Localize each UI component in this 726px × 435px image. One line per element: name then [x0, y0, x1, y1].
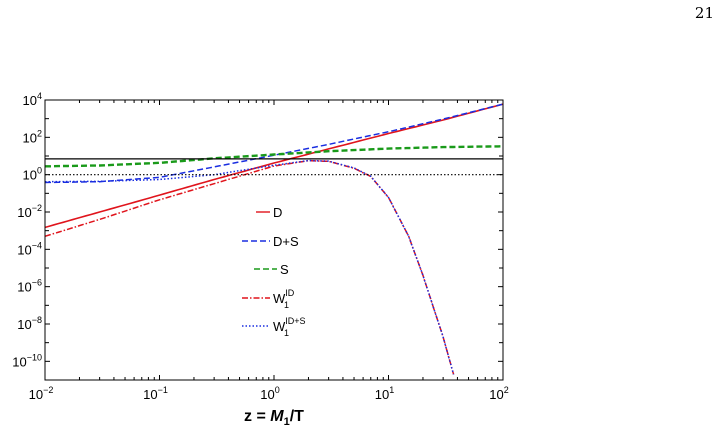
y-tick-base: 10: [17, 205, 31, 220]
y-tick-exponent: 0: [37, 166, 42, 176]
axis-ticks: 10−2 10−1 100 101 10210410210010−210−410−610…: [12, 91, 508, 402]
series-line-d: [45, 103, 503, 229]
y-tick-base: 10: [23, 130, 37, 145]
y-tick-label: 102: [23, 128, 42, 145]
legend-item-d: D: [256, 205, 282, 220]
y-tick-base: 10: [23, 168, 37, 183]
y-tick-base: 10: [23, 93, 37, 108]
x-tick-base: 10: [260, 387, 274, 402]
y-tick-label: 104: [23, 91, 42, 108]
y-tick-exponent: −4: [32, 240, 42, 250]
legend-label-sub: 1: [284, 300, 289, 310]
legend-label-base: S: [280, 262, 289, 277]
x-axis-label-suffix: /T: [290, 408, 304, 425]
x-axis-label-prefix: z =: [244, 408, 270, 425]
legend-label-base: W: [273, 291, 286, 306]
x-tick-exponent: 2: [504, 385, 509, 395]
y-tick-label: 10−2: [17, 203, 42, 220]
y-tick-exponent: 4: [37, 91, 42, 101]
x-tick-base: 10: [375, 387, 389, 402]
series-line-d-s: [45, 103, 503, 184]
x-tick-base: 10: [489, 387, 503, 402]
y-tick-exponent: −2: [32, 203, 42, 213]
x-axis-label: z = M1/T: [244, 408, 304, 428]
reference-lines: [45, 158, 503, 176]
y-tick-base: 10: [17, 317, 31, 332]
y-tick-exponent: 2: [37, 128, 42, 138]
x-tick-label: 10−1: [143, 385, 168, 402]
x-tick-label: 10−2: [29, 385, 54, 402]
legend-label-base: W: [273, 319, 286, 334]
x-axis-label-sub: 1: [284, 416, 290, 428]
y-tick-base: 10: [12, 354, 26, 369]
x-axis-label-var: M: [270, 408, 284, 425]
legend-label: D: [273, 205, 282, 220]
x-tick-label: 102: [489, 385, 508, 402]
y-tick-label: 10−6: [17, 278, 42, 295]
y-tick-label: 100: [23, 166, 42, 183]
x-tick-exponent: 1: [389, 385, 394, 395]
y-tick-label: 10−4: [17, 240, 42, 257]
y-tick-label: 10−10: [12, 352, 42, 369]
series-layer: [45, 103, 503, 375]
legend-label: WID+S: [273, 316, 306, 334]
x-tick-label: 101: [375, 385, 394, 402]
x-tick-base: 10: [29, 387, 43, 402]
x-tick-exponent: 0: [275, 385, 280, 395]
legend-item-d-s: D+S: [242, 234, 299, 249]
y-tick-base: 10: [17, 242, 31, 257]
series-line-s: [45, 145, 503, 168]
series-line-w-1-id-s: [45, 159, 455, 375]
series-line-w-1-id: [45, 159, 455, 375]
legend-item-w-1-id-s: WID+S1: [242, 316, 306, 338]
legend-label-base: D+S: [273, 234, 299, 249]
legend-label: D+S: [273, 234, 299, 249]
legend-label-sub: 1: [284, 328, 289, 338]
y-tick-base: 10: [17, 280, 31, 295]
y-tick-exponent: −6: [32, 278, 42, 288]
legend-label: S: [280, 262, 289, 277]
y-tick-exponent: −10: [27, 352, 42, 362]
legend-item-s: S: [254, 262, 289, 277]
legend-label-sup: ID+S: [285, 316, 305, 326]
legend-label-base: D: [273, 205, 282, 220]
x-tick-exponent: −2: [43, 385, 53, 395]
y-tick-label: 10−8: [17, 315, 42, 332]
legend-label: WID: [273, 288, 295, 306]
legend-label-sup: ID: [285, 288, 295, 298]
page-number: 21: [694, 4, 714, 22]
x-tick-label: 100: [260, 385, 279, 402]
y-tick-exponent: −8: [32, 315, 42, 325]
x-tick-base: 10: [143, 387, 157, 402]
x-tick-exponent: −1: [158, 385, 168, 395]
